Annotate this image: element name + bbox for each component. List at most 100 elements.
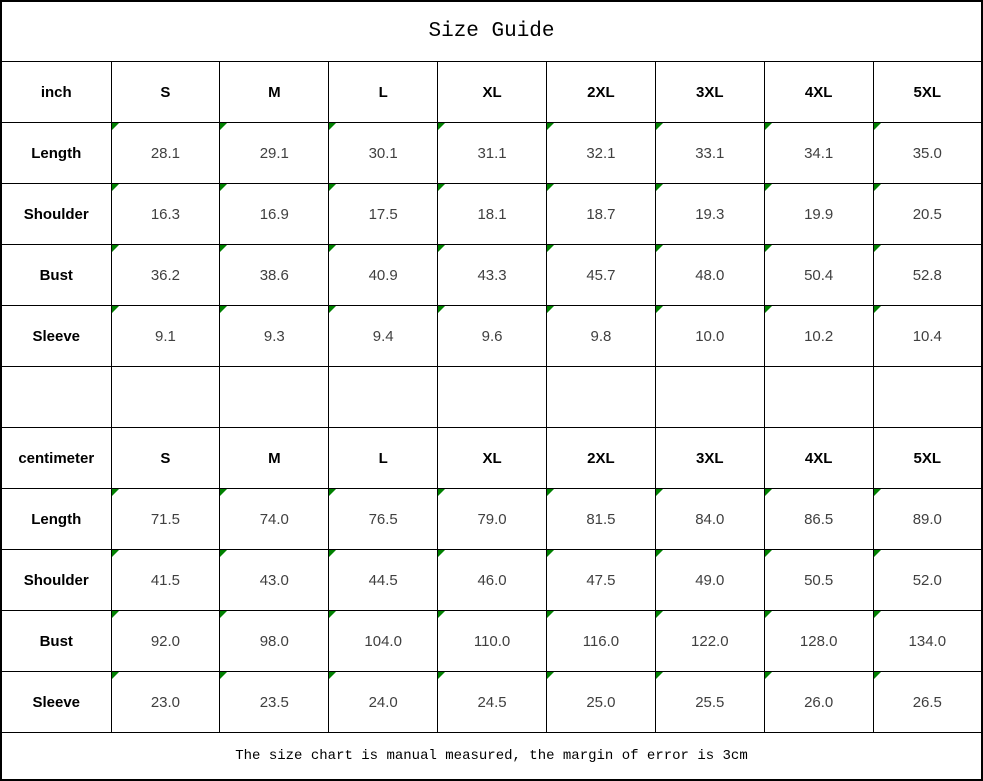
size-value-cell-text: 10.2 <box>804 327 834 345</box>
footer-row: The size chart is manual measured, the m… <box>0 732 983 781</box>
size-value-cell: 19.9 <box>763 183 874 245</box>
size-value-cell: 32.1 <box>546 122 656 184</box>
cell-corner-marker-icon <box>656 550 663 557</box>
size-value-cell: 26.5 <box>872 671 983 733</box>
measurement-row: Shoulder 41.5 43.0 44.5 46.0 47.5 49.0 50.5 52.0 <box>0 549 983 611</box>
size-value-cell-text: 52.8 <box>912 266 942 284</box>
size-value-cell-text: 45.7 <box>586 266 616 284</box>
measurement-label-cell-text: Bust <box>39 632 73 650</box>
size-value-cell-text: 116.0 <box>582 632 620 650</box>
empty-cell <box>546 366 656 428</box>
cell-corner-marker-icon <box>547 550 554 557</box>
unit-header-cell: inch <box>0 61 112 123</box>
cell-corner-marker-icon <box>656 489 663 496</box>
size-value-cell: 43.0 <box>219 549 330 611</box>
size-value-cell: 23.0 <box>110 671 221 733</box>
size-value-cell-text: 24.5 <box>477 693 507 711</box>
size-value-cell: 19.3 <box>654 183 765 245</box>
size-value-cell: 71.5 <box>110 488 221 550</box>
cell-corner-marker-icon <box>438 123 446 130</box>
size-header-cell: 2XL <box>546 427 656 489</box>
size-header-cell-text: 3XL <box>696 83 724 101</box>
size-value-cell-text: 20.5 <box>912 205 942 223</box>
size-value-cell: 84.0 <box>654 488 765 550</box>
size-value-cell-text: 43.3 <box>477 266 507 284</box>
size-value-cell-text: 17.5 <box>368 205 398 223</box>
size-value-cell: 89.0 <box>872 488 983 550</box>
size-value-cell: 92.0 <box>110 610 221 672</box>
cell-corner-marker-icon <box>220 306 228 313</box>
cell-corner-marker-icon <box>765 489 772 496</box>
size-value-cell: 38.6 <box>219 244 330 306</box>
size-value-cell: 36.2 <box>110 244 221 306</box>
measurement-label-cell-text: Length <box>31 510 82 528</box>
measurement-label-cell: Sleeve <box>0 671 112 733</box>
measurement-label-cell-text: Sleeve <box>32 693 81 711</box>
size-header-cell: 5XL <box>872 61 983 123</box>
cell-corner-marker-icon <box>547 489 554 496</box>
size-value-cell-text: 84.0 <box>695 510 725 528</box>
cell-corner-marker-icon <box>329 489 337 496</box>
measurement-label-cell-text: Bust <box>39 266 73 284</box>
size-value-cell-text: 50.4 <box>804 266 834 284</box>
size-value-cell-text: 38.6 <box>259 266 289 284</box>
measurement-row: Shoulder 16.3 16.9 17.5 18.1 18.7 19.3 19.9 20.5 <box>0 183 983 245</box>
size-value-cell: 25.0 <box>546 671 656 733</box>
size-value-cell-text: 48.0 <box>695 266 725 284</box>
size-value-cell-text: 23.0 <box>150 693 181 711</box>
unit-header-cell-text: centimeter <box>18 449 95 467</box>
size-value-cell: 128.0 <box>763 610 874 672</box>
size-value-cell-text: 128.0 <box>799 632 838 650</box>
cell-corner-marker-icon <box>547 245 554 252</box>
cell-corner-marker-icon <box>874 306 881 313</box>
measurement-row: Length 71.5 74.0 76.5 79.0 81.5 84.0 86.5 89.0 <box>0 488 983 550</box>
empty-cell <box>110 366 221 428</box>
measurement-label-cell-text: Length <box>31 144 82 162</box>
size-value-cell: 33.1 <box>654 122 765 184</box>
size-header-cell: M <box>219 61 330 123</box>
cell-corner-marker-icon <box>329 245 337 252</box>
size-header-cell: XL <box>437 427 547 489</box>
size-header-cell-text: L <box>378 83 388 101</box>
empty-cell <box>872 366 983 428</box>
cell-corner-marker-icon <box>874 245 881 252</box>
measurement-label-cell: Shoulder <box>0 549 112 611</box>
cell-corner-marker-icon <box>329 123 337 130</box>
size-value-cell: 18.7 <box>546 183 656 245</box>
size-value-cell: 28.1 <box>110 122 221 184</box>
size-value-cell: 50.5 <box>763 549 874 611</box>
empty-cell <box>219 366 330 428</box>
size-header-cell-text: 4XL <box>804 449 833 467</box>
size-value-cell: 86.5 <box>763 488 874 550</box>
spacer-row <box>0 366 983 428</box>
size-value-cell: 17.5 <box>328 183 439 245</box>
cell-corner-marker-icon <box>765 184 772 191</box>
cell-corner-marker-icon <box>765 306 772 313</box>
size-value-cell-text: 10.0 <box>695 327 725 345</box>
size-header-cell: S <box>110 61 221 123</box>
cell-corner-marker-icon <box>547 123 554 130</box>
size-value-cell: 122.0 <box>654 610 765 672</box>
size-header-cell: 3XL <box>654 427 765 489</box>
cell-corner-marker-icon <box>656 611 663 618</box>
size-value-cell-text: 71.5 <box>150 510 181 528</box>
size-header-cell: XL <box>437 61 547 123</box>
size-value-cell: 81.5 <box>546 488 656 550</box>
cell-corner-marker-icon <box>438 489 446 496</box>
size-value-cell-text: 24.0 <box>368 693 398 711</box>
size-value-cell-text: 49.0 <box>695 571 725 589</box>
size-value-cell: 25.5 <box>654 671 765 733</box>
size-value-cell-text: 18.1 <box>477 205 507 223</box>
size-value-cell-text: 98.0 <box>259 632 289 650</box>
footer-note: The size chart is manual measured, the m… <box>0 732 983 781</box>
size-value-cell: 10.4 <box>872 305 983 367</box>
size-value-cell: 35.0 <box>872 122 983 184</box>
measurement-row: Sleeve 23.0 23.5 24.0 24.5 25.0 25.5 26.0 26.5 <box>0 671 983 733</box>
size-value-cell-text: 9.1 <box>155 327 176 345</box>
size-header-cell-text: 5XL <box>913 83 942 101</box>
cell-corner-marker-icon <box>220 611 228 618</box>
empty-cell <box>0 366 112 428</box>
size-value-cell-text: 74.0 <box>259 510 289 528</box>
size-value-cell: 24.0 <box>328 671 439 733</box>
measurement-row: Sleeve 9.1 9.3 9.4 9.6 9.8 10.0 10.2 10.4 <box>0 305 983 367</box>
